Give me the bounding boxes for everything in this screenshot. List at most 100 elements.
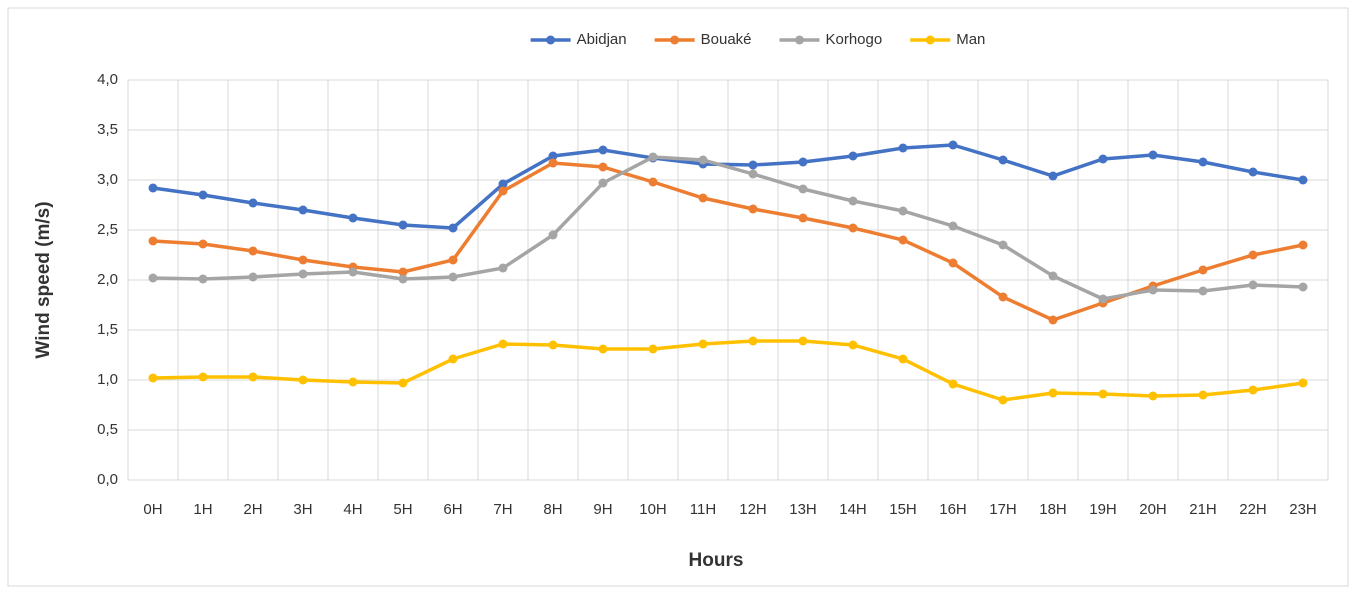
data-point	[998, 155, 1008, 165]
y-tick-label: 1,0	[97, 371, 118, 388]
data-point	[198, 239, 208, 249]
x-tick-label: 7H	[493, 501, 512, 518]
data-point	[1298, 175, 1308, 185]
data-point	[548, 340, 558, 350]
data-point	[698, 155, 708, 165]
x-tick-label: 2H	[243, 501, 262, 518]
x-tick-label: 15H	[889, 501, 917, 518]
legend-label: Man	[956, 31, 985, 48]
data-point	[1248, 167, 1258, 177]
data-point	[848, 151, 858, 161]
y-tick-label: 3,0	[97, 171, 118, 188]
legend-marker	[546, 35, 556, 45]
data-point	[848, 340, 858, 350]
legend-marker	[925, 35, 935, 45]
data-point	[248, 372, 258, 382]
data-point	[198, 274, 208, 284]
x-tick-label: 8H	[543, 501, 562, 518]
data-point	[648, 177, 658, 187]
data-point	[898, 354, 908, 364]
series-line	[152, 339, 1304, 402]
legend-label: Abidjan	[577, 31, 627, 48]
data-point	[1198, 157, 1208, 167]
series-line	[152, 161, 1304, 322]
data-point	[1248, 385, 1258, 395]
data-point	[448, 354, 458, 364]
series-line	[152, 143, 1304, 230]
data-point	[598, 344, 608, 354]
data-point	[1298, 378, 1308, 388]
data-point	[948, 140, 958, 150]
data-point	[998, 395, 1008, 405]
data-point	[798, 213, 808, 223]
data-point	[198, 190, 208, 200]
data-point	[648, 344, 658, 354]
data-point	[248, 246, 258, 256]
x-tick-label: 22H	[1239, 501, 1267, 518]
data-point	[798, 157, 808, 167]
x-tick-label: 14H	[839, 501, 867, 518]
data-point	[498, 339, 508, 349]
legend-marker	[795, 35, 805, 45]
data-point	[298, 375, 308, 385]
x-tick-label: 16H	[939, 501, 967, 518]
y-tick-label: 0,5	[97, 421, 118, 438]
x-tick-label: 18H	[1039, 501, 1067, 518]
data-point	[1198, 390, 1208, 400]
data-point	[648, 152, 658, 162]
data-point	[1048, 388, 1058, 398]
data-point	[148, 183, 158, 193]
y-tick-label: 0,0	[97, 471, 118, 488]
y-tick-label: 2,0	[97, 271, 118, 288]
data-point	[748, 160, 758, 170]
data-point	[1048, 315, 1058, 325]
y-tick-label: 3,5	[97, 121, 118, 138]
data-point	[448, 255, 458, 265]
data-point	[398, 274, 408, 284]
data-point	[548, 158, 558, 168]
data-point	[1148, 285, 1158, 295]
data-point	[1098, 154, 1108, 164]
data-point	[298, 269, 308, 279]
data-point	[1148, 391, 1158, 401]
data-point	[1248, 250, 1258, 260]
legend-marker	[670, 35, 680, 45]
data-point	[598, 178, 608, 188]
data-point	[948, 379, 958, 389]
data-point	[398, 220, 408, 230]
data-point	[898, 143, 908, 153]
x-tick-label: 11H	[690, 501, 716, 518]
data-point	[1298, 240, 1308, 250]
data-point	[998, 292, 1008, 302]
x-tick-label: 21H	[1189, 501, 1217, 518]
legend-label: Bouaké	[701, 31, 752, 48]
y-axis-label: Wind speed (m/s)	[33, 201, 54, 358]
data-point	[198, 372, 208, 382]
data-point	[498, 186, 508, 196]
y-tick-label: 4,0	[97, 71, 118, 88]
data-point	[1048, 171, 1058, 181]
data-point	[598, 145, 608, 155]
x-tick-label: 12H	[739, 501, 767, 518]
data-point	[548, 151, 558, 161]
data-point	[148, 236, 158, 246]
legend-label: Korhogo	[826, 31, 883, 48]
data-point	[1098, 294, 1108, 304]
data-point	[1198, 265, 1208, 275]
x-tick-label: 20H	[1139, 501, 1167, 518]
data-point	[748, 336, 758, 346]
data-point	[698, 193, 708, 203]
data-point	[298, 205, 308, 215]
x-tick-label: 0H	[143, 501, 162, 518]
data-point	[298, 255, 308, 265]
data-point	[948, 221, 958, 231]
data-point	[848, 196, 858, 206]
x-axis-label: Hours	[689, 550, 744, 571]
x-tick-label: 6H	[443, 501, 462, 518]
data-point	[248, 272, 258, 282]
data-point	[1048, 271, 1058, 281]
x-tick-label: 1H	[193, 501, 212, 518]
data-point	[448, 272, 458, 282]
x-tick-label: 19H	[1089, 501, 1117, 518]
data-point	[498, 179, 508, 189]
